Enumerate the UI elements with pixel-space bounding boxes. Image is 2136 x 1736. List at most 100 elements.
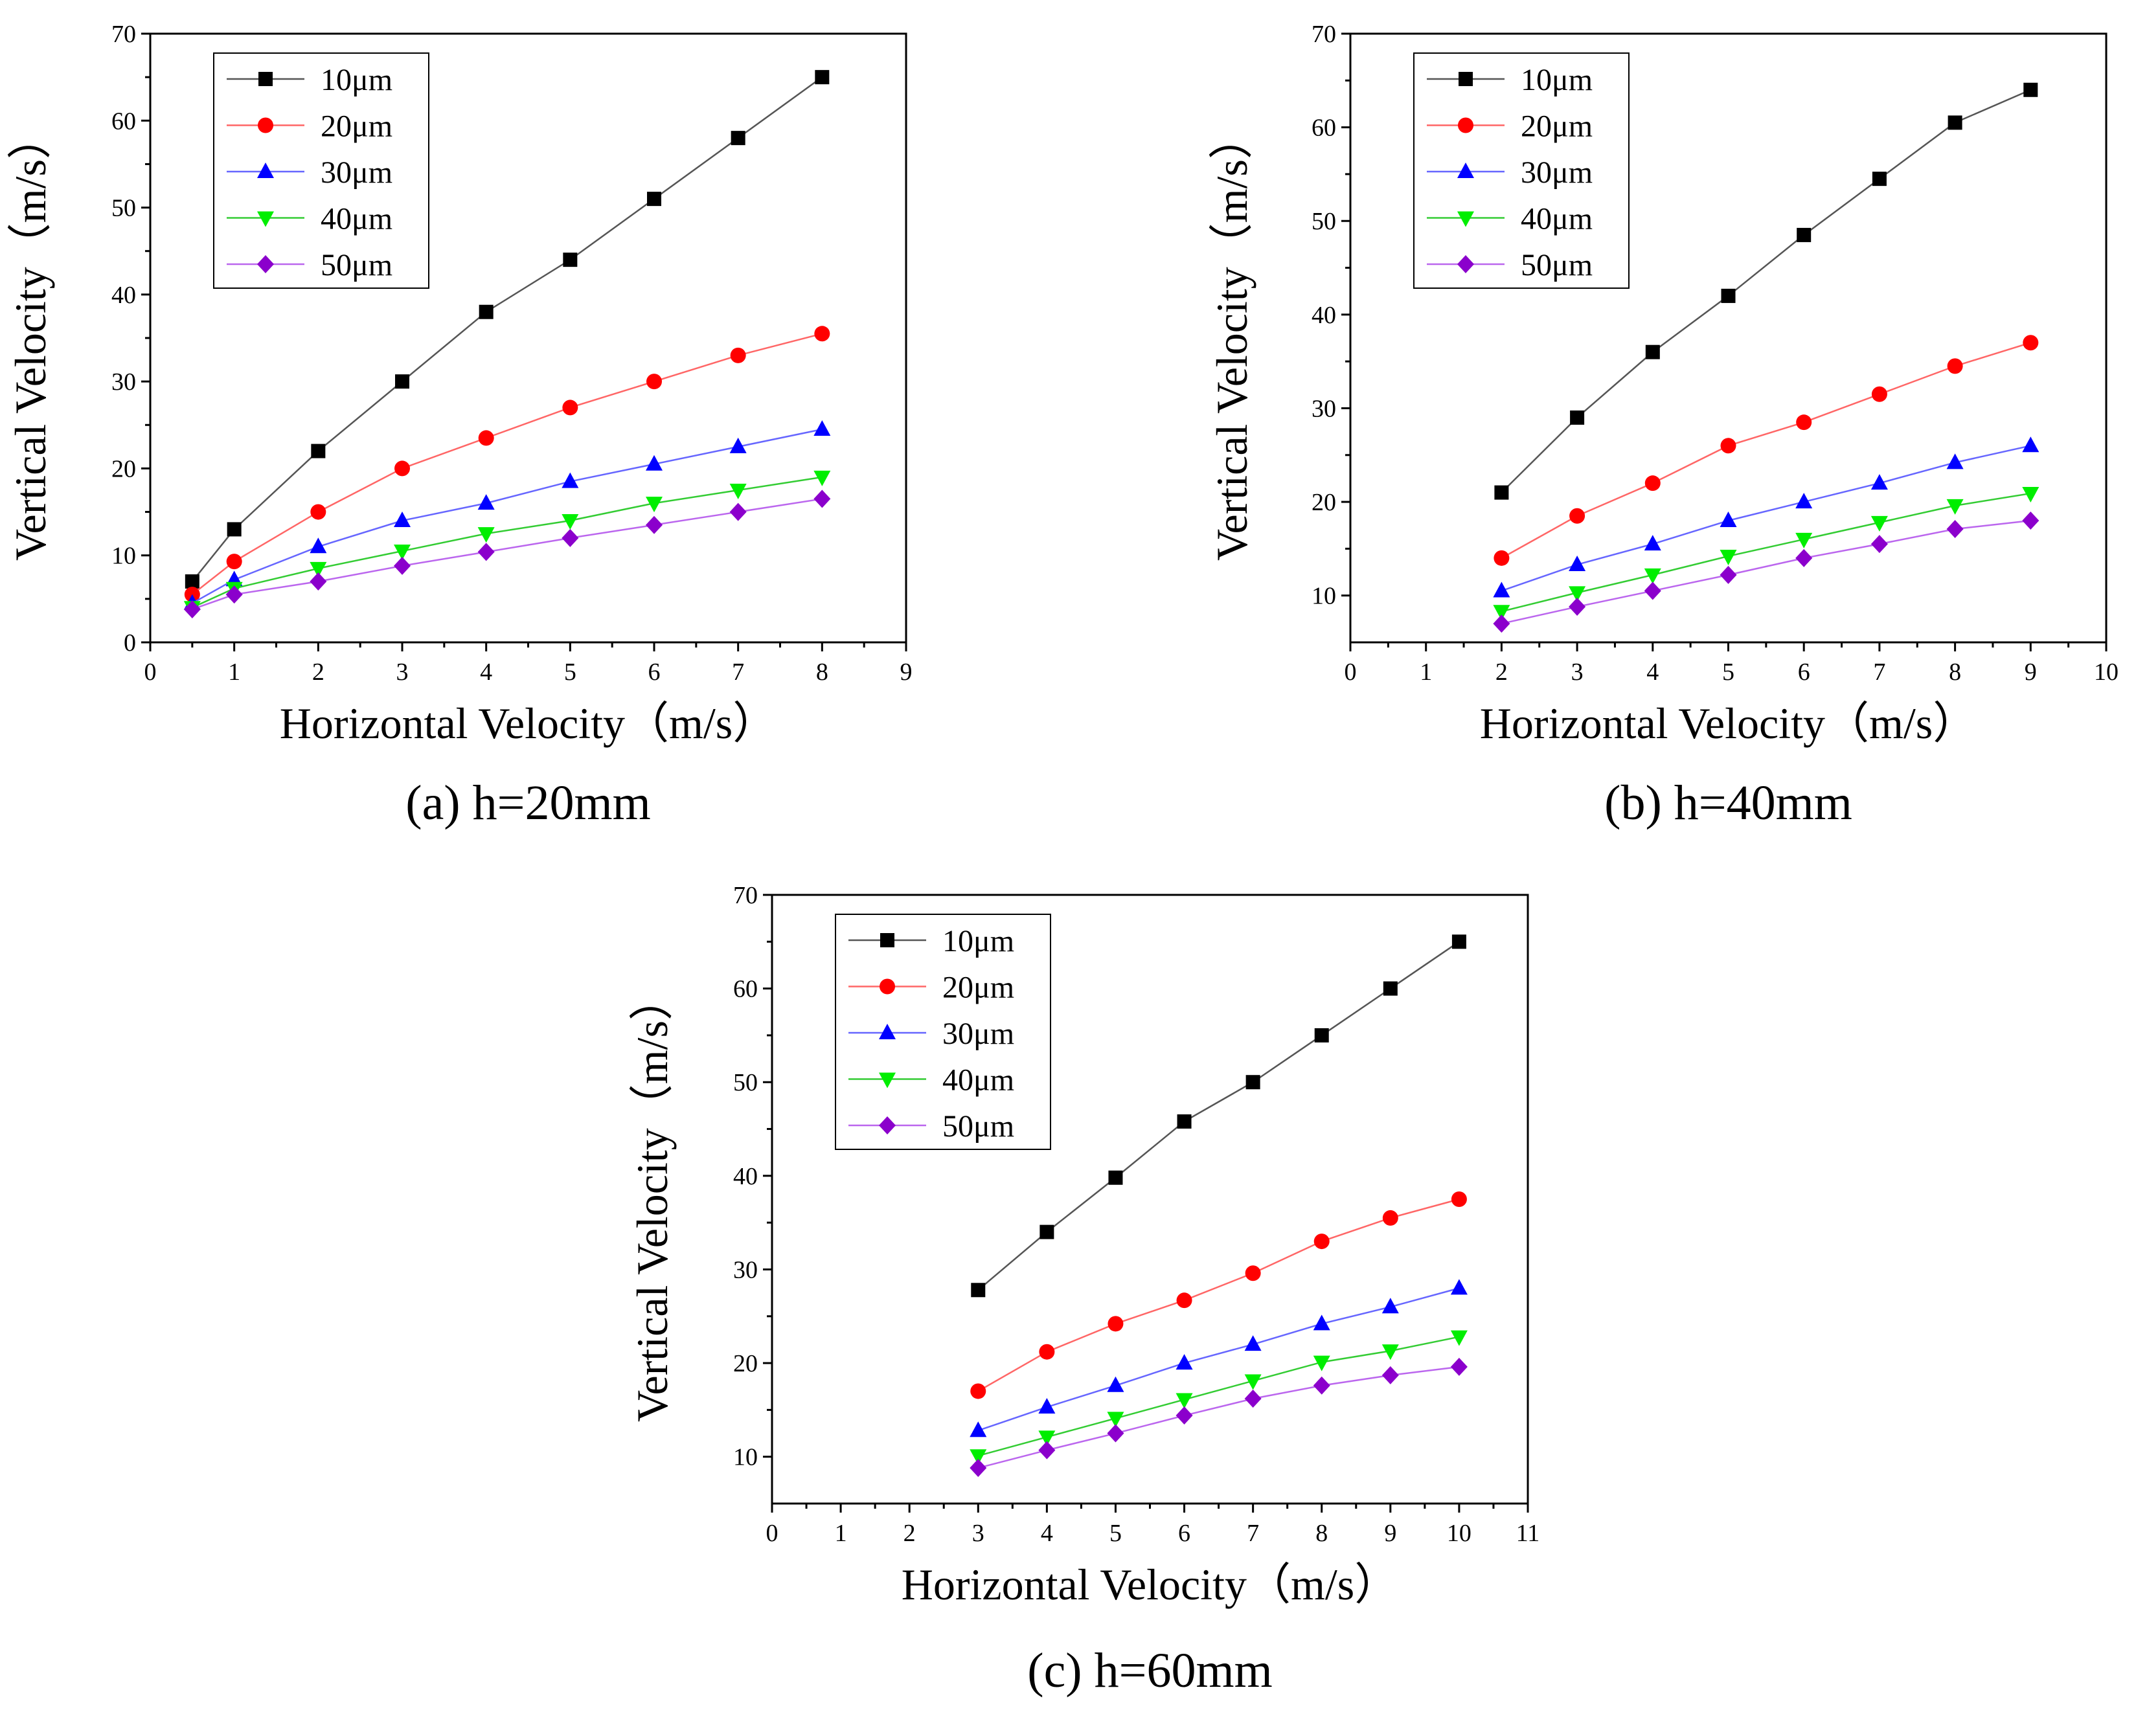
data-point [646, 515, 663, 534]
y-tick-label: 70 [1312, 21, 1336, 48]
legend-item: 30μm [848, 1017, 1014, 1051]
series-line [977, 1366, 1460, 1469]
data-point [477, 494, 495, 510]
series-line [1501, 492, 2031, 613]
x-tick-label: 5 [564, 659, 576, 686]
data-point [394, 460, 410, 477]
y-tick-label: 10 [111, 543, 136, 570]
data-point [1176, 1292, 1192, 1309]
legend-item: 20μm [1427, 109, 1593, 144]
data-point [1313, 1376, 1330, 1395]
y-tick-label: 40 [1312, 302, 1336, 329]
y-tick-label: 60 [733, 976, 758, 1003]
y-tick-label: 10 [733, 1444, 758, 1471]
data-point [1038, 1398, 1056, 1414]
data-point [1313, 1314, 1330, 1331]
legend-box [835, 914, 1051, 1150]
data-point [970, 1421, 987, 1437]
series-line [977, 1287, 1460, 1432]
data-point [1451, 1191, 1467, 1207]
data-point [647, 192, 661, 207]
x-tick-label: 4 [1646, 659, 1659, 686]
data-point [185, 574, 199, 589]
y-tick-label: 10 [1312, 583, 1336, 610]
data-point [1040, 1224, 1054, 1239]
data-point [646, 374, 662, 390]
data-point [1569, 586, 1586, 602]
data-point [970, 1449, 987, 1465]
data-point [1108, 1170, 1123, 1185]
data-point [478, 430, 494, 446]
data-point [1644, 568, 1661, 584]
data-point [1720, 549, 1737, 565]
x-axis-title: Horizontal Velocity（m/s） [902, 1560, 1398, 1609]
data-point [1493, 614, 1510, 633]
panel-caption: (b) h=40mm [1604, 776, 1852, 830]
legend-item: 40μm [848, 1063, 1014, 1098]
data-point [227, 522, 242, 537]
x-tick-label: 7 [1247, 1520, 1259, 1547]
legend-marker [257, 211, 274, 227]
data-point [1644, 535, 1661, 551]
data-point [731, 131, 745, 146]
data-point [1313, 1355, 1330, 1371]
data-point [395, 374, 409, 389]
legend-item: 10μm [227, 63, 392, 97]
data-point [310, 561, 327, 578]
data-point [1381, 1366, 1399, 1384]
legend-label: 20μm [1521, 109, 1593, 144]
y-axis-title: Vertical Velocity（m/s） [6, 115, 55, 561]
legend-label: 50μm [1521, 248, 1593, 282]
series-20μm [1494, 335, 2039, 566]
x-tick-label: 1 [228, 659, 240, 686]
x-tick-label: 6 [648, 659, 661, 686]
y-tick-label: 30 [1312, 395, 1336, 422]
data-point [730, 347, 746, 363]
legend-label: 40μm [1521, 202, 1593, 236]
legend-item: 30μm [1427, 155, 1593, 190]
chart-panel-a: 0 1 2 3 4 5 6 7 8 9 0 10 20 30 40 50 60 70 Horizontal Velo… [6, 21, 913, 830]
data-point [1176, 1406, 1193, 1425]
x-tick-label: 0 [144, 659, 157, 686]
y-tick-label: 60 [1312, 115, 1336, 142]
legend-marker [1458, 117, 1473, 133]
data-point [1450, 1357, 1468, 1376]
legend-label: 50μm [321, 248, 392, 282]
data-point [1314, 1028, 1329, 1043]
data-point [970, 1459, 987, 1478]
y-tick-label: 40 [111, 282, 136, 309]
x-tick-label: 9 [1384, 1520, 1396, 1547]
legend-item: 20μm [848, 971, 1014, 1005]
x-axis-title: Horizontal Velocity（m/s） [280, 699, 777, 748]
chart-panel-c: 0 1 2 3 4 5 6 7 8 9 10 11 10 20 30 40 50 60 70 Horizontal V… [628, 882, 1540, 1698]
data-point [1720, 438, 1736, 454]
data-point [479, 304, 494, 319]
data-point [2023, 82, 2038, 97]
legend-item: 50μm [1427, 248, 1593, 282]
data-point [563, 253, 578, 267]
series-40μm [183, 470, 831, 617]
data-point [2023, 335, 2039, 351]
x-tick-label: 1 [1420, 659, 1432, 686]
x-tick-label: 7 [732, 659, 744, 686]
data-point [310, 504, 326, 520]
y-axis-title: Vertical Velocity（m/s） [1207, 115, 1256, 561]
data-point [1644, 475, 1661, 491]
data-point [1721, 288, 1736, 303]
series-line [977, 941, 1460, 1291]
legend-box [213, 52, 429, 289]
series-30μm [1493, 436, 2039, 598]
data-point [2022, 436, 2039, 453]
data-point [1039, 1344, 1055, 1360]
data-point [1245, 1265, 1261, 1281]
data-point [1177, 1114, 1192, 1129]
data-point [225, 585, 243, 604]
legend-item: 40μm [227, 202, 392, 236]
data-point [394, 556, 411, 575]
data-point [1382, 1210, 1398, 1226]
x-tick-label: 11 [1516, 1520, 1540, 1547]
legend-label: 40μm [942, 1063, 1014, 1098]
x-tick-label: 2 [903, 1520, 916, 1547]
y-axis-title: Vertical Velocity（m/s） [628, 976, 677, 1422]
data-point [1107, 1412, 1124, 1428]
